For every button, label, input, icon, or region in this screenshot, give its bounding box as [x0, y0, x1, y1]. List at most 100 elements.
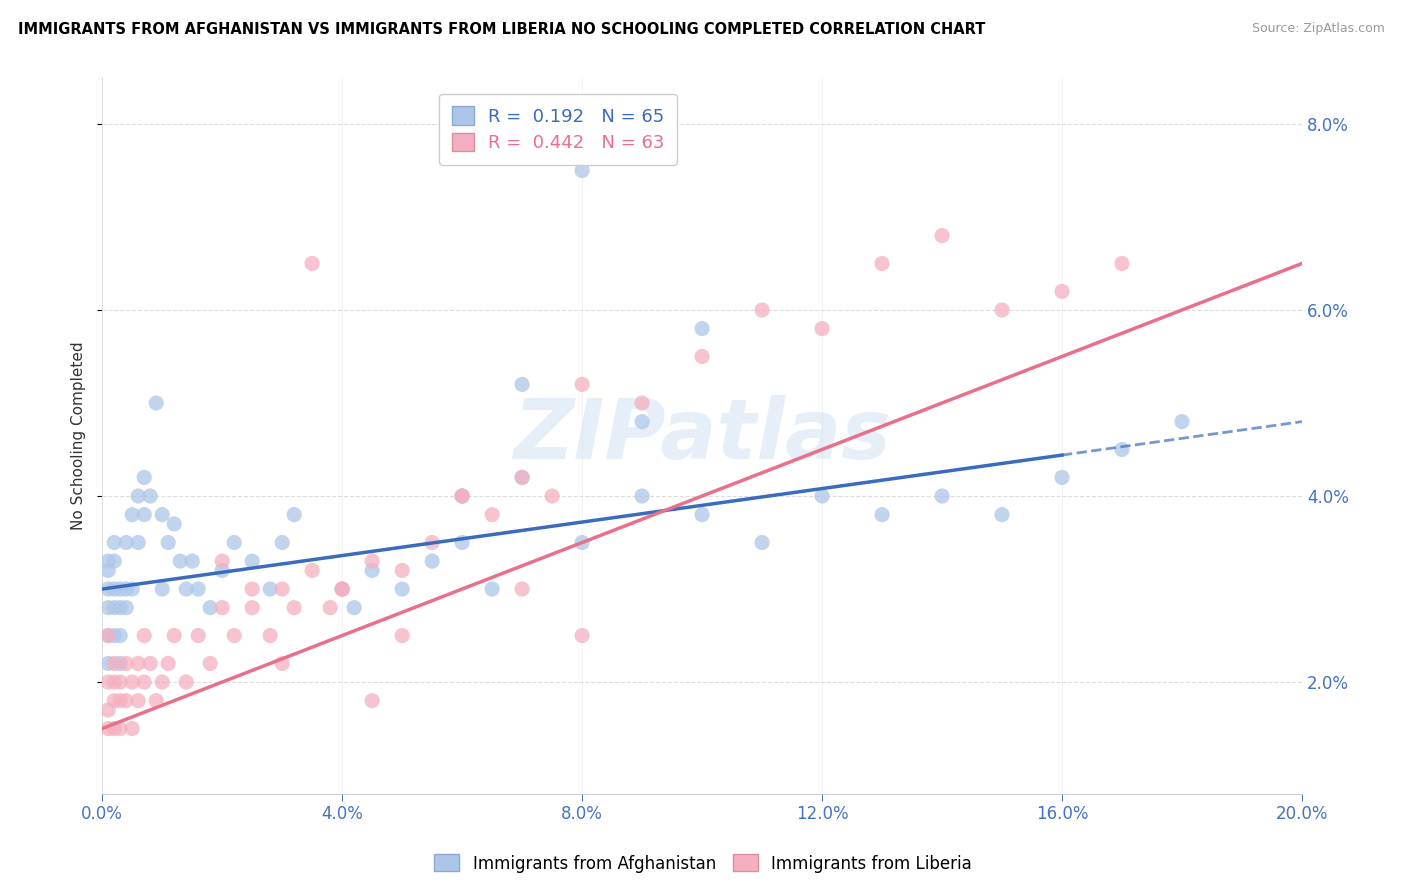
Text: IMMIGRANTS FROM AFGHANISTAN VS IMMIGRANTS FROM LIBERIA NO SCHOOLING COMPLETED CO: IMMIGRANTS FROM AFGHANISTAN VS IMMIGRANT… — [18, 22, 986, 37]
Point — [283, 600, 305, 615]
Y-axis label: No Schooling Completed: No Schooling Completed — [72, 342, 86, 530]
Point — [103, 535, 125, 549]
Point — [870, 508, 893, 522]
Point — [163, 516, 186, 531]
Point — [134, 470, 156, 484]
Point — [127, 657, 149, 671]
Legend: R =  0.192   N = 65, R =  0.442   N = 63: R = 0.192 N = 65, R = 0.442 N = 63 — [439, 94, 678, 165]
Point — [751, 303, 773, 318]
Point — [139, 657, 162, 671]
Point — [115, 600, 138, 615]
Point — [510, 470, 533, 484]
Point — [97, 628, 120, 642]
Point — [1050, 285, 1073, 299]
Point — [240, 554, 263, 568]
Point — [97, 600, 120, 615]
Point — [510, 470, 533, 484]
Point — [108, 582, 131, 596]
Point — [259, 582, 281, 596]
Point — [391, 563, 413, 577]
Point — [451, 489, 474, 503]
Point — [174, 582, 197, 596]
Point — [330, 582, 353, 596]
Point — [127, 535, 149, 549]
Point — [115, 693, 138, 707]
Point — [361, 563, 384, 577]
Point — [451, 489, 474, 503]
Point — [108, 628, 131, 642]
Point — [145, 693, 167, 707]
Point — [224, 628, 246, 642]
Point — [1111, 442, 1133, 457]
Point — [115, 582, 138, 596]
Point — [181, 554, 204, 568]
Point — [97, 722, 120, 736]
Point — [330, 582, 353, 596]
Point — [571, 535, 593, 549]
Point — [97, 563, 120, 577]
Point — [121, 675, 143, 690]
Point — [108, 657, 131, 671]
Point — [571, 628, 593, 642]
Point — [510, 582, 533, 596]
Point — [571, 377, 593, 392]
Point — [198, 600, 221, 615]
Point — [157, 535, 180, 549]
Point — [115, 657, 138, 671]
Point — [97, 675, 120, 690]
Point — [283, 508, 305, 522]
Point — [134, 628, 156, 642]
Point — [145, 396, 167, 410]
Point — [361, 554, 384, 568]
Point — [690, 321, 713, 335]
Point — [108, 693, 131, 707]
Point — [103, 675, 125, 690]
Point — [631, 396, 654, 410]
Point — [319, 600, 342, 615]
Point — [391, 628, 413, 642]
Point — [97, 657, 120, 671]
Point — [97, 554, 120, 568]
Point — [108, 675, 131, 690]
Point — [211, 554, 233, 568]
Text: Source: ZipAtlas.com: Source: ZipAtlas.com — [1251, 22, 1385, 36]
Point — [1050, 470, 1073, 484]
Point — [811, 321, 834, 335]
Point — [224, 535, 246, 549]
Point — [103, 657, 125, 671]
Text: ZIPatlas: ZIPatlas — [513, 395, 891, 476]
Point — [174, 675, 197, 690]
Point — [103, 722, 125, 736]
Point — [127, 489, 149, 503]
Point — [1111, 256, 1133, 270]
Point — [121, 722, 143, 736]
Point — [211, 600, 233, 615]
Point — [103, 693, 125, 707]
Point — [121, 508, 143, 522]
Point — [1171, 415, 1194, 429]
Point — [115, 535, 138, 549]
Point — [259, 628, 281, 642]
Point — [121, 582, 143, 596]
Point — [751, 535, 773, 549]
Point — [150, 582, 173, 596]
Point — [108, 722, 131, 736]
Point — [240, 582, 263, 596]
Point — [481, 582, 503, 596]
Point — [150, 508, 173, 522]
Point — [420, 554, 443, 568]
Point — [631, 489, 654, 503]
Point — [481, 508, 503, 522]
Point — [103, 554, 125, 568]
Point — [157, 657, 180, 671]
Point — [690, 350, 713, 364]
Point — [571, 163, 593, 178]
Point — [541, 489, 564, 503]
Point — [271, 582, 294, 596]
Point — [343, 600, 366, 615]
Point — [198, 657, 221, 671]
Point — [163, 628, 186, 642]
Point — [139, 489, 162, 503]
Point — [931, 228, 953, 243]
Point — [330, 582, 353, 596]
